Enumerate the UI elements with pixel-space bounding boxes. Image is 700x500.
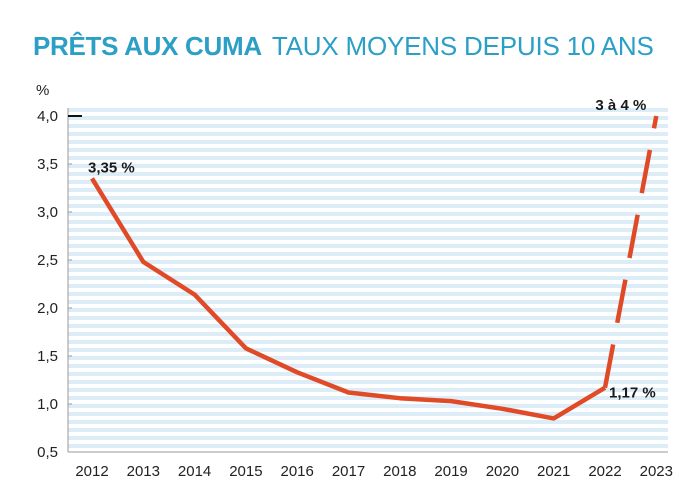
grid-stripe [68,340,668,344]
y-tick-label: 4,0 [37,108,58,125]
x-tick-label: 2013 [127,463,160,480]
grid-stripe [68,388,668,392]
chart-title-sub: TAUX MOYENS DEPUIS 10 ANS [271,31,654,61]
grid-stripe [68,380,668,384]
chart-axes: % [36,82,668,453]
y-axis-unit: % [36,82,49,99]
y-axis-ticks: 0,5 1,0 1,5 2,0 2,5 3,0 3,5 4,0 [37,108,82,461]
series-line-projection [602,115,659,389]
grid-stripe [68,108,668,112]
x-tick-label: 2022 [588,463,621,480]
grid-stripe [68,244,668,248]
y-tick-label: 0,5 [37,444,58,461]
y-tick-label: 1,0 [37,396,58,413]
grid-stripe [68,124,668,128]
grid-stripe [68,212,668,216]
grid-stripe [68,428,668,432]
grid-stripe [68,276,668,280]
grid-stripe [68,204,668,208]
grid-stripes [68,108,668,448]
grid-stripe [68,156,668,160]
grid-stripe [68,220,668,224]
grid-stripe [68,188,668,192]
x-tick-label: 2018 [383,463,416,480]
grid-stripe [68,284,668,288]
y-tick-label: 3,0 [37,204,58,221]
x-tick-label: 2019 [434,463,467,480]
grid-stripe [68,404,668,408]
grid-stripe [68,412,668,416]
grid-stripe [68,140,668,144]
y-tick-label: 2,0 [37,300,58,317]
x-tick-label: 2015 [229,463,262,480]
grid-stripe [68,260,668,264]
grid-stripe [68,292,668,296]
chart-title-main: PRÊTS AUX CUMA [33,31,262,61]
x-axis-ticks: 2012 2013 2014 2015 2016 2017 2018 2019 2020 2021… [75,463,673,480]
x-tick-label: 2017 [332,463,365,480]
chart-title: PRÊTS AUX CUMA TAUX MOYENS DEPUIS 10 ANS [33,30,654,62]
grid-stripe [68,444,668,448]
grid-stripe [68,236,668,240]
grid-stripe [68,164,668,168]
grid-stripe [68,332,668,336]
y-tick-label: 2,5 [37,252,58,269]
grid-stripe [68,436,668,440]
data-label: 3,35 % [88,159,135,176]
x-tick-label: 2012 [75,463,108,480]
grid-stripe [68,132,668,136]
x-tick-label: 2020 [486,463,519,480]
x-tick-label: 2023 [640,463,673,480]
grid-stripe [68,324,668,328]
grid-stripe [68,308,668,312]
grid-stripe [68,356,668,360]
grid-stripe [68,252,668,256]
x-tick-label: 2016 [281,463,314,480]
series-line-history [90,177,607,421]
grid-stripe [68,420,668,424]
data-label: 3 à 4 % [595,97,646,114]
grid-stripe [68,116,668,120]
grid-stripe [68,268,668,272]
x-tick-label: 2021 [537,463,570,480]
grid-stripe [68,364,668,368]
grid-stripe [68,172,668,176]
grid-stripe [68,196,668,200]
y-tick-label: 3,5 [37,156,58,173]
chart-annotations: 3,35 % 1,17 % 3 à 4 % [88,97,656,402]
grid-stripe [68,348,668,352]
grid-stripe [68,396,668,400]
grid-stripe [68,316,668,320]
grid-stripe [68,300,668,304]
grid-stripe [68,148,668,152]
y-tick-label: 1,5 [37,348,58,365]
x-tick-label: 2014 [178,463,211,480]
grid-stripe [68,372,668,376]
grid-stripe [68,228,668,232]
grid-stripe [68,180,668,184]
series-lines [90,115,659,421]
data-label: 1,17 % [609,385,656,402]
